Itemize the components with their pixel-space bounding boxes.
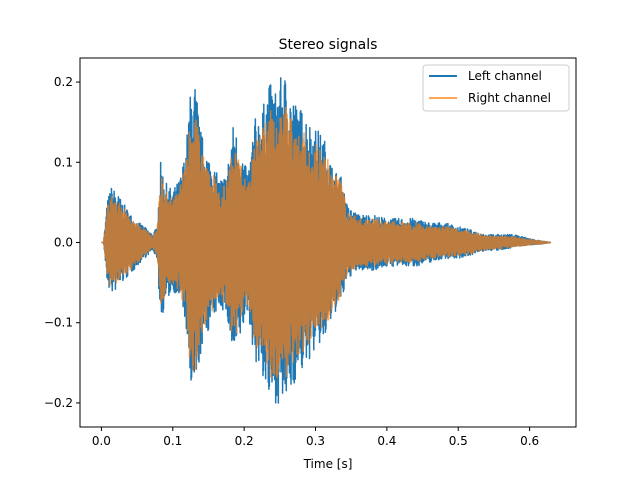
y-tick-label: 0.0 (54, 236, 73, 250)
y-tick-label: −0.1 (44, 316, 73, 330)
x-axis: 0.0 0.1 0.2 0.3 0.4 0.5 0.6 (92, 427, 539, 448)
chart-title: Stereo signals (279, 37, 378, 53)
x-tick-label: 0.1 (163, 434, 182, 448)
legend-label-left-channel: Left channel (468, 69, 542, 83)
series-right-channel-line (100, 106, 552, 379)
legend-box (422, 64, 570, 112)
x-tick-label: 0.4 (377, 434, 396, 448)
x-tick-label: 0.3 (306, 434, 325, 448)
y-tick-label: 0.1 (54, 155, 73, 169)
legend: Left channel Right channel (422, 64, 570, 112)
x-tick-label: 0.2 (235, 434, 254, 448)
x-tick-label: 0.6 (520, 434, 539, 448)
y-tick-label: 0.2 (54, 75, 73, 89)
y-tick-label: −0.2 (44, 396, 73, 410)
x-tick-label: 0.5 (449, 434, 468, 448)
plot-area (100, 77, 552, 404)
y-axis: −0.2 −0.1 0.0 0.1 0.2 (44, 75, 80, 410)
x-tick-label: 0.0 (92, 434, 111, 448)
legend-label-right-channel: Right channel (468, 91, 551, 105)
x-axis-label: Time [s] (303, 457, 353, 471)
